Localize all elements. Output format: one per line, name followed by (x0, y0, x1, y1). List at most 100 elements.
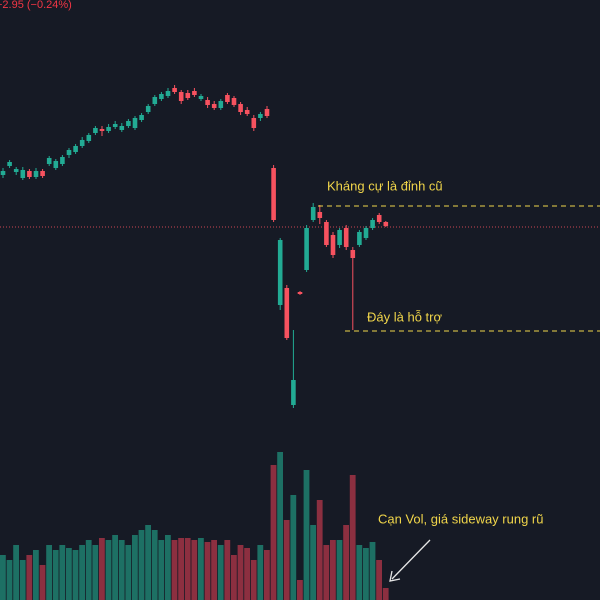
candle-body (126, 121, 131, 126)
annotation-arrow-head (389, 570, 401, 582)
volume-bar (204, 542, 211, 600)
volume-bar (211, 540, 217, 600)
volume-bar (72, 550, 79, 600)
candle-body (238, 104, 243, 112)
candle-body (363, 228, 369, 238)
candle-body (284, 288, 290, 338)
volume-bar (85, 540, 92, 600)
annotation-arrow (391, 539, 431, 580)
candle-body (343, 228, 349, 247)
volume-bar (330, 540, 336, 600)
candle-body (33, 171, 39, 177)
candle-body (86, 135, 92, 141)
volume-bar (303, 470, 310, 600)
candle-body (27, 171, 32, 177)
volume-bar (250, 560, 257, 600)
volume-bar (277, 452, 283, 600)
candle-body (66, 150, 72, 155)
volume-bar (369, 542, 376, 600)
volume-bar (343, 525, 349, 600)
volume-bar (125, 545, 132, 600)
volume-bar (316, 500, 323, 600)
candle-body (0, 171, 6, 175)
volume-bar (224, 540, 231, 600)
volume-bar (39, 565, 46, 600)
volume-bar (171, 540, 178, 600)
candle-body (258, 114, 263, 118)
candle-body (205, 100, 210, 105)
volume-bar (105, 540, 112, 600)
volume-bar (79, 545, 85, 600)
candle-body (297, 292, 303, 294)
volume-bar (145, 525, 151, 600)
volume-bar (349, 475, 356, 600)
volume-bar (191, 540, 198, 600)
candle-body (46, 158, 52, 164)
candle-body (185, 93, 191, 98)
candle-body (264, 109, 270, 116)
candle-body (172, 88, 177, 92)
candle-body (132, 118, 138, 128)
volume-bar (178, 538, 184, 600)
candle-body (291, 380, 296, 405)
header-change: −2.95 (−0.24%) (0, 0, 72, 11)
candle-body (13, 169, 19, 172)
volume-bar (264, 550, 270, 600)
candle-body (376, 215, 382, 222)
volume-bar (26, 555, 33, 600)
volume-bar (217, 545, 224, 600)
candle-body (73, 146, 78, 152)
volume-bar (184, 538, 191, 600)
candle-body (93, 128, 98, 133)
candle-body (145, 106, 151, 112)
volume-bar (297, 580, 303, 600)
volume-bar (6, 560, 13, 600)
candle-body (350, 250, 356, 258)
candle-body (53, 161, 59, 168)
volume-bar (363, 548, 369, 600)
volume-bar (112, 535, 118, 600)
candle-body (310, 207, 316, 220)
candle-body (139, 115, 144, 120)
candle-body (165, 91, 171, 96)
volume-bar (382, 588, 389, 600)
volume-bar (92, 545, 99, 600)
candle-body (337, 230, 342, 245)
volume-bar (0, 555, 6, 600)
candle-body (370, 220, 375, 228)
candle-body (20, 170, 26, 178)
volume-bar (336, 540, 343, 600)
support-label: Đáy là hỗ trợ (367, 309, 442, 324)
volume-bar (165, 535, 171, 600)
candle-body (277, 240, 283, 305)
volume-bar (237, 545, 244, 600)
candle-body (178, 92, 184, 101)
candle-body (330, 235, 336, 255)
candle-body (79, 140, 85, 146)
candle-body (211, 104, 217, 108)
candle-body (106, 127, 111, 131)
candle-body (244, 110, 250, 114)
volume-bar (198, 538, 204, 600)
candle-body (357, 232, 362, 245)
volume-bar (244, 548, 250, 600)
volume-bar (290, 495, 297, 600)
volume-bar (310, 525, 316, 600)
volume-bar (19, 560, 26, 600)
volume-bar (323, 545, 330, 600)
candle-body (383, 222, 389, 226)
volume-bar (158, 540, 165, 600)
volume-bar (356, 545, 363, 600)
candle-body (7, 162, 12, 166)
volume-bar (52, 550, 59, 600)
volume-bar (66, 548, 72, 600)
volume-bar (270, 465, 277, 600)
candle-body (119, 126, 125, 130)
candle-body (152, 97, 158, 104)
volume-bar (13, 545, 19, 600)
candle-body (317, 212, 323, 218)
volume-bar (59, 545, 66, 600)
volume-bar (118, 540, 125, 600)
